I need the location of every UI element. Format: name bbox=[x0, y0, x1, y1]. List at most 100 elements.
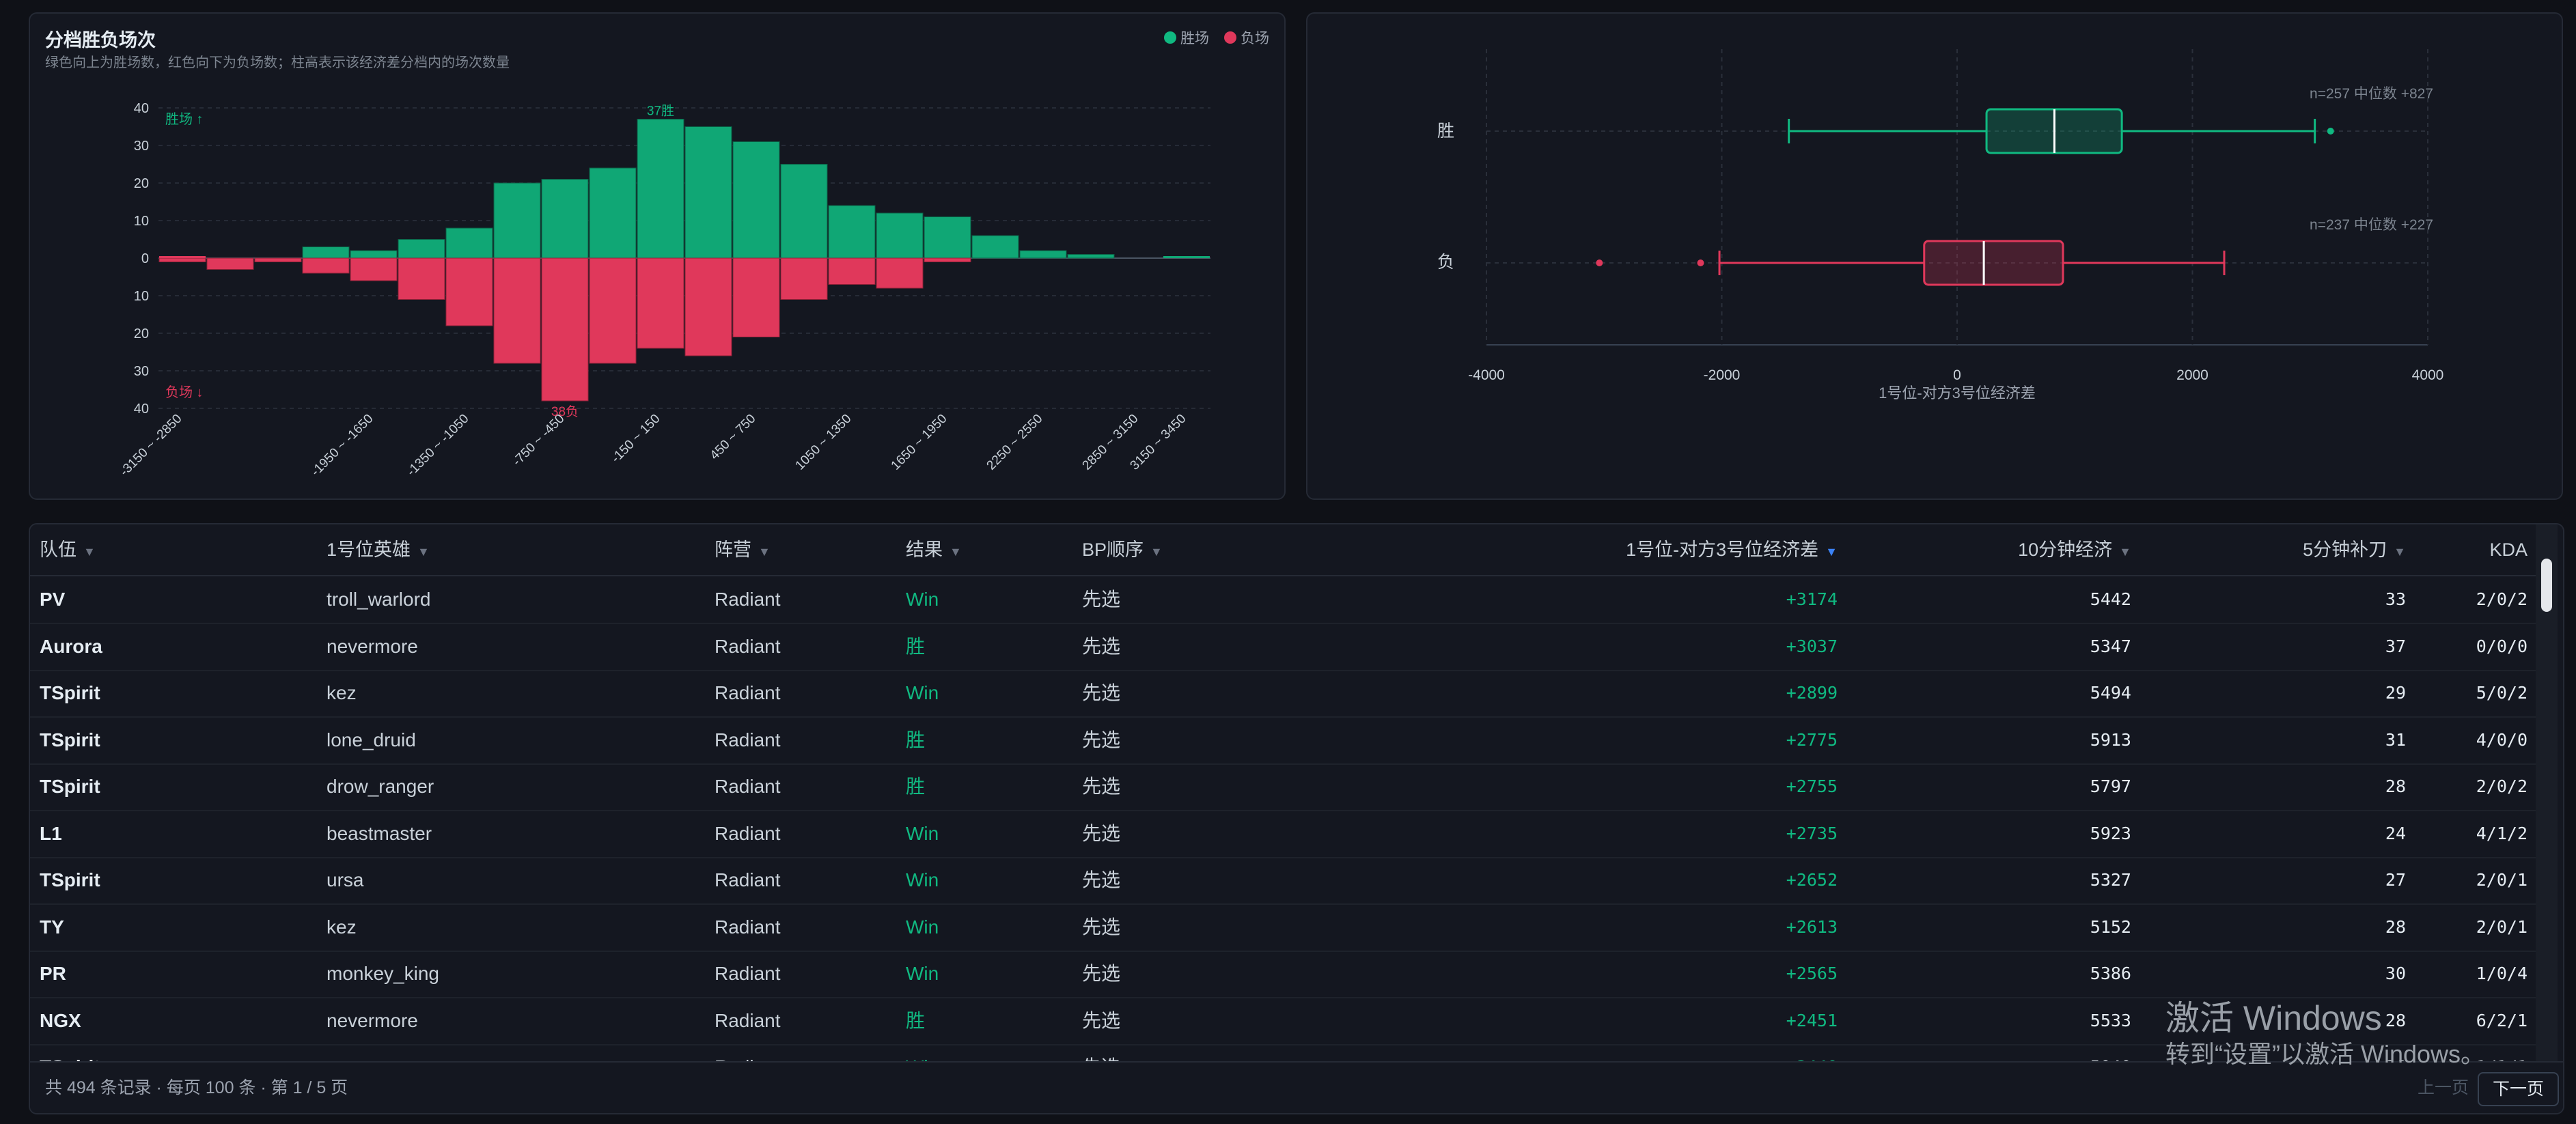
col-diff-header[interactable]: 1号位-对方3号位经济差 ▼ bbox=[1328, 524, 1838, 575]
cell-result: Win bbox=[906, 963, 939, 984]
table-row[interactable]: PV troll_warlord Radiant Win 先选 +3174 5442 33 2/… bbox=[30, 576, 2544, 624]
cell-cs5: 28 bbox=[2385, 776, 2406, 796]
outlier-point[interactable] bbox=[2327, 128, 2334, 135]
cell-side: Radiant bbox=[715, 776, 781, 797]
cell-side: Radiant bbox=[715, 729, 781, 750]
table-row[interactable]: PR monkey_king Radiant Win 先选 +2565 5386 30 1/0/… bbox=[30, 951, 2544, 998]
win-bar[interactable] bbox=[924, 216, 971, 259]
col-result-header[interactable]: 结果 ▼ bbox=[906, 524, 962, 575]
legend-loss-label[interactable]: 负场 bbox=[1241, 31, 1269, 46]
cell-cs5: 31 bbox=[2385, 729, 2406, 750]
x-tick-label: 4000 bbox=[2412, 367, 2444, 383]
win-bar[interactable] bbox=[398, 239, 445, 259]
watermark-line2: 转到“设置”以激活 Windows。 bbox=[2165, 1040, 2486, 1068]
loss-bar[interactable] bbox=[302, 257, 350, 274]
cell-result: 胜 bbox=[906, 729, 926, 750]
loss-bar[interactable] bbox=[780, 257, 828, 300]
cell-hero: drow_ranger bbox=[327, 776, 434, 797]
win-bar[interactable] bbox=[493, 182, 541, 259]
box-iqr[interactable] bbox=[1923, 240, 2064, 286]
cell-kda: 4/1/2 bbox=[2476, 823, 2527, 843]
win-bar[interactable] bbox=[1067, 254, 1115, 259]
loss-bar[interactable] bbox=[924, 257, 971, 262]
next-page-button[interactable]: 下一页 bbox=[2477, 1072, 2559, 1106]
col-kda-header-label: KDA bbox=[2489, 539, 2527, 560]
win-bar[interactable] bbox=[828, 205, 876, 259]
pagination-bar: 共 494 条记录 · 每页 100 条 · 第 1 / 5 页 上一页 下一页 bbox=[30, 1061, 2563, 1113]
legend-loss-swatch[interactable] bbox=[1224, 31, 1236, 44]
table-row[interactable]: TSpirit ursa Radiant Win 先选 +2652 5327 27 2/0/1 bbox=[30, 857, 2544, 905]
cell-diff: +2775 bbox=[1786, 729, 1838, 750]
cell-bp: 先选 bbox=[1082, 729, 1121, 750]
histogram-panel: 分档胜负场次 绿色向上为胜场数，红色向下为负场数；柱高表示该经济差分档内的场次数… bbox=[29, 12, 1286, 500]
cell-team: L1 bbox=[40, 822, 62, 844]
scrollbar-thumb[interactable] bbox=[2541, 559, 2552, 612]
col-cs5-header[interactable]: 5分钟补刀 ▼ bbox=[2148, 524, 2406, 575]
box-xlabel: 1号位-对方3号位经济差 bbox=[1879, 384, 2036, 402]
loss-bar[interactable] bbox=[828, 257, 876, 285]
col-hero-header[interactable]: 1号位英雄 ▼ bbox=[327, 524, 430, 575]
win-bar[interactable] bbox=[541, 179, 589, 259]
cell-kda: 5/0/2 bbox=[2476, 683, 2527, 703]
loss-bar[interactable] bbox=[350, 257, 398, 281]
table-row[interactable]: NGX nevermore Radiant 胜 先选 +2451 5533 28 6/2/1 bbox=[30, 998, 2544, 1045]
win-bar[interactable] bbox=[302, 247, 350, 259]
win-bar[interactable] bbox=[732, 141, 780, 259]
col-kda-header[interactable]: KDA bbox=[2421, 524, 2527, 575]
win-bar[interactable] bbox=[637, 119, 684, 259]
cell-bp: 先选 bbox=[1082, 963, 1121, 984]
loss-bar[interactable] bbox=[254, 257, 302, 262]
table-scrollbar[interactable] bbox=[2536, 524, 2558, 1061]
loss-bar[interactable] bbox=[541, 257, 589, 402]
loss-bar[interactable] bbox=[159, 256, 206, 258]
table-row[interactable]: TSpirit lone_druid Radiant 胜 先选 +2775 5913 31 4/… bbox=[30, 717, 2544, 765]
cell-bp: 先选 bbox=[1082, 776, 1121, 797]
prev-page-button[interactable]: 上一页 bbox=[2417, 1078, 2469, 1097]
win-bar[interactable] bbox=[684, 126, 732, 259]
col-side-header[interactable]: 阵营 ▼ bbox=[715, 524, 771, 575]
win-bar[interactable] bbox=[1019, 250, 1067, 259]
loss-bar[interactable] bbox=[398, 257, 445, 300]
y-tick-label: 10 bbox=[134, 289, 149, 304]
legend-win-label[interactable]: 胜场 bbox=[1180, 31, 1209, 46]
loss-bar[interactable] bbox=[206, 257, 254, 270]
win-bar[interactable] bbox=[876, 212, 924, 259]
cell-hero: monkey_king bbox=[327, 963, 439, 984]
x-tick-label: 1650 ~ 1950 bbox=[889, 412, 950, 473]
col-side-header-label: 阵营 bbox=[715, 539, 751, 560]
loss-bar[interactable] bbox=[684, 257, 732, 356]
table-row[interactable]: TSpirit kez Radiant Win 先选 +2899 5494 29 5/0/2 bbox=[30, 670, 2544, 718]
cell-team: TSpirit bbox=[40, 869, 100, 890]
loss-bar[interactable] bbox=[158, 257, 206, 262]
loss-bar[interactable] bbox=[589, 257, 637, 364]
x-tick-label: -150 ~ 150 bbox=[609, 412, 663, 466]
peak-loss-label: 38负 bbox=[551, 404, 579, 419]
x-tick-label: -750 ~ -450 bbox=[510, 412, 568, 469]
table-row[interactable]: TSpirit drow_ranger Radiant 胜 先选 +2755 5797 28 2… bbox=[30, 763, 2544, 811]
col-gold10-header[interactable]: 10分钟经济 ▼ bbox=[1874, 524, 2131, 575]
x-tick-label: 1050 ~ 1350 bbox=[793, 412, 855, 473]
outlier-point[interactable] bbox=[1596, 259, 1603, 266]
win-bar[interactable] bbox=[1163, 256, 1210, 258]
cell-hero: ursa bbox=[327, 869, 364, 890]
table-row[interactable]: Aurora nevermore Radiant 胜 先选 +3037 5347 37 0/0/… bbox=[30, 623, 2544, 671]
outlier-point[interactable] bbox=[1697, 259, 1704, 266]
col-bp-header[interactable]: BP顺序 ▼ bbox=[1082, 524, 1163, 575]
win-bar[interactable] bbox=[971, 235, 1019, 259]
loss-bar[interactable] bbox=[876, 257, 924, 289]
win-bar[interactable] bbox=[445, 227, 493, 259]
cell-gold10: 5347 bbox=[2090, 636, 2131, 656]
cell-cs5: 24 bbox=[2385, 823, 2406, 843]
table-row[interactable]: L1 beastmaster Radiant Win 先选 +2735 5923 24 4/1/… bbox=[30, 811, 2544, 858]
loss-bar[interactable] bbox=[732, 257, 780, 337]
win-bar[interactable] bbox=[780, 164, 828, 259]
loss-bar[interactable] bbox=[637, 257, 684, 349]
win-bar[interactable] bbox=[589, 167, 637, 259]
table-row[interactable]: TY kez Radiant Win 先选 +2613 5152 28 2/0/1 bbox=[30, 904, 2544, 952]
sort-arrow-icon: ▼ bbox=[417, 545, 430, 559]
col-team-header[interactable]: 队伍 ▼ bbox=[40, 524, 96, 575]
win-bar[interactable] bbox=[350, 250, 398, 259]
legend-win-swatch[interactable] bbox=[1164, 31, 1176, 44]
loss-bar[interactable] bbox=[493, 257, 541, 364]
loss-bar[interactable] bbox=[445, 257, 493, 326]
